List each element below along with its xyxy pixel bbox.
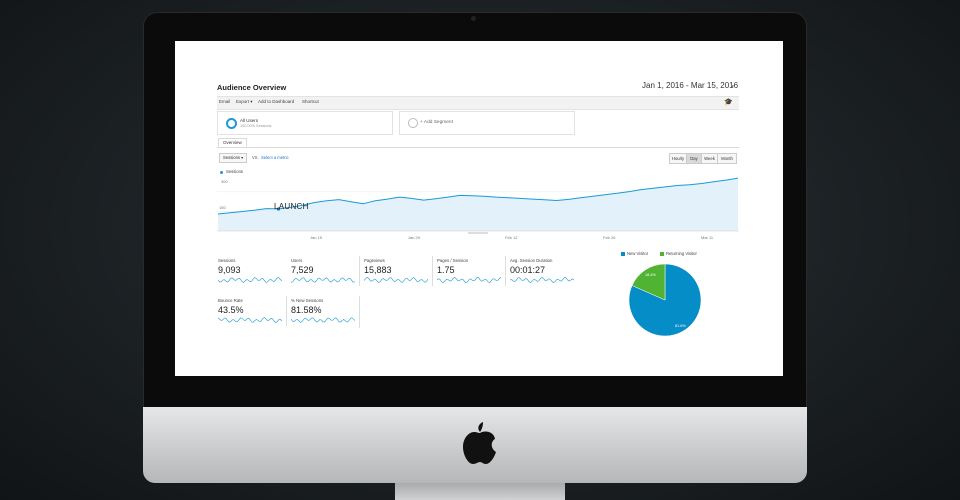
- kpi-value: 1.75: [437, 265, 455, 275]
- kpi-value: 00:01:27: [510, 265, 546, 275]
- kpi-label: Pages / Session: [437, 258, 469, 263]
- report-toolbar: Email Export ▾ Add to Dashboard Shortcut…: [217, 96, 739, 110]
- email-button[interactable]: Email: [219, 99, 231, 104]
- x-tick: Feb 12: [505, 235, 518, 240]
- add-segment-label: + Add Segment: [420, 120, 453, 125]
- visitor-pie-chart[interactable]: [627, 262, 703, 338]
- vs-label: VS.: [252, 155, 259, 160]
- legend-returning-visitor: Returning Visitor: [666, 251, 697, 256]
- sparkline: [218, 277, 282, 283]
- tab-divider: [217, 147, 739, 148]
- kpi-value: 15,883: [364, 265, 392, 275]
- kpi-label: Avg. Session Duration: [510, 258, 553, 263]
- segment-all-users[interactable]: All Users 100.00% Sessions: [217, 111, 393, 135]
- x-tick: Mar 11: [701, 235, 714, 240]
- segment-circle-icon: [226, 118, 237, 129]
- legend-new-visitor: New Visitor: [627, 251, 649, 256]
- camera: [471, 16, 476, 21]
- pie-slice-new-visitor[interactable]: [628, 263, 702, 337]
- select-metric-link[interactable]: Select a metric: [261, 155, 289, 160]
- date-range-picker[interactable]: Jan 1, 2016 - Mar 15, 2016: [642, 81, 739, 90]
- x-tick: Jan 29: [408, 235, 421, 240]
- x-tick: Feb 26: [603, 235, 616, 240]
- divider: [286, 296, 287, 326]
- apple-logo-icon: [463, 422, 496, 464]
- y-tick: 150: [219, 205, 226, 210]
- pie-slice-returning-visitor[interactable]: [631, 263, 666, 301]
- education-hat-icon[interactable]: 🎓: [724, 99, 733, 106]
- divider: [432, 256, 433, 286]
- sparkline: [510, 277, 574, 283]
- kpi-value: 7,529: [291, 265, 314, 275]
- sessions-line: [217, 177, 739, 215]
- kpi-label: Sessions: [218, 258, 236, 263]
- sessions-chart[interactable]: [217, 171, 739, 235]
- y-tick: 300: [221, 179, 228, 184]
- sparkline-path: [510, 277, 574, 283]
- granularity-week-button[interactable]: Week: [701, 153, 718, 164]
- add-to-dashboard-button[interactable]: Add to Dashboard: [258, 99, 295, 104]
- add-segment-button[interactable]: + Add Segment: [399, 111, 575, 135]
- granularity-month-button[interactable]: Month: [717, 153, 737, 164]
- divider: [359, 256, 360, 286]
- x-tick: Jan 15: [310, 235, 323, 240]
- tab-overview[interactable]: Overview: [218, 138, 247, 147]
- segment-percentage: 100.00% Sessions: [240, 124, 272, 128]
- granularity-hourly-button[interactable]: Hourly: [669, 153, 687, 164]
- pie-label-new: 81.6%: [675, 324, 686, 328]
- segment-name: All Users: [240, 118, 259, 123]
- sparkline: [291, 317, 355, 323]
- metric-dropdown[interactable]: Sessions ▾: [219, 153, 248, 163]
- sessions-area: [218, 178, 738, 231]
- sparkline-path: [218, 277, 282, 283]
- sparkline-path: [291, 277, 355, 283]
- kpi-value: 9,093: [218, 265, 241, 275]
- pie-label-returning: 18.4%: [645, 273, 656, 277]
- shortcut-button[interactable]: Shortcut: [302, 99, 319, 104]
- empty-circle-icon: [408, 118, 418, 128]
- monitor-stand: [395, 483, 565, 500]
- sparkline-path: [437, 276, 501, 283]
- sparkline: [364, 276, 428, 283]
- page-title: Audience Overview: [217, 83, 287, 92]
- divider: [505, 256, 506, 286]
- sparkline: [218, 317, 282, 323]
- kpi-label: % New Sessions: [291, 298, 324, 303]
- legend-swatch-new-visitor: [621, 252, 625, 256]
- divider: [359, 296, 360, 328]
- annotation-toggle[interactable]: [468, 232, 488, 234]
- export-button[interactable]: Export ▾: [236, 99, 253, 104]
- legend-swatch-returning-visitor: [660, 252, 664, 256]
- launch-annotation: LAUNCH: [274, 202, 309, 211]
- kpi-label: Pageviews: [364, 258, 385, 263]
- kpi-label: Bounce Rate: [218, 298, 243, 303]
- kpi-label: Users: [291, 258, 303, 263]
- kpi-value: 81.58%: [291, 305, 322, 315]
- sparkline: [437, 276, 501, 283]
- granularity-day-button[interactable]: Day: [686, 153, 702, 164]
- screen: Audience Overview Jan 1, 2016 - Mar 15, …: [175, 41, 783, 376]
- chevron-down-icon[interactable]: ▼: [730, 84, 735, 90]
- chart-legend-sessions: Sessions: [226, 169, 243, 174]
- kpi-value: 43.5%: [218, 305, 244, 315]
- sparkline: [291, 277, 355, 283]
- sparkline-path: [364, 276, 428, 283]
- legend-dot: [220, 171, 223, 174]
- launch-point[interactable]: [276, 207, 281, 211]
- sparkline-path: [291, 317, 355, 323]
- sparkline-path: [218, 317, 282, 323]
